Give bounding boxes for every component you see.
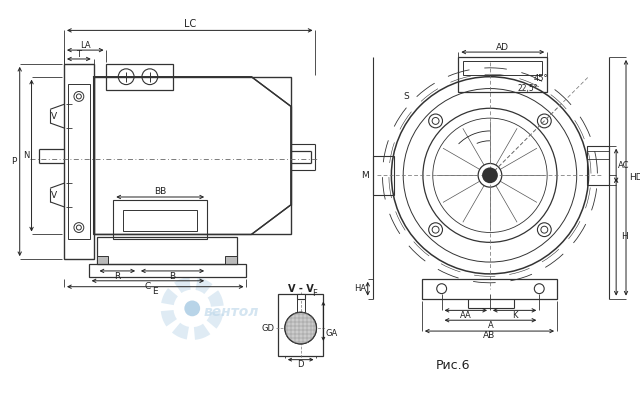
Bar <box>463 61 542 75</box>
Bar <box>587 151 609 158</box>
Bar <box>93 77 291 235</box>
Bar <box>225 256 237 264</box>
Text: AD: AD <box>496 43 509 51</box>
Bar <box>278 294 323 356</box>
Text: HA: HA <box>354 284 366 293</box>
Text: R: R <box>114 272 120 281</box>
Text: AC: AC <box>618 161 630 170</box>
Text: P: P <box>11 157 17 166</box>
Wedge shape <box>195 277 212 294</box>
Text: N: N <box>24 151 30 160</box>
Text: GD: GD <box>261 323 274 332</box>
Text: AB: AB <box>483 332 495 340</box>
Bar <box>297 294 305 299</box>
Wedge shape <box>161 310 177 327</box>
Wedge shape <box>174 277 191 293</box>
Circle shape <box>482 167 498 183</box>
Bar <box>422 279 557 299</box>
Text: F: F <box>312 289 317 298</box>
Bar <box>113 200 207 239</box>
Text: HD: HD <box>629 173 640 182</box>
Text: вентол: вентол <box>204 305 259 320</box>
Text: A: A <box>488 321 493 330</box>
Bar <box>64 64 93 259</box>
Bar <box>372 156 394 195</box>
Text: AA: AA <box>460 311 472 320</box>
Wedge shape <box>207 290 223 307</box>
Circle shape <box>285 312 316 344</box>
Text: E: E <box>152 287 158 296</box>
Text: V: V <box>51 112 58 121</box>
Bar <box>89 264 246 277</box>
Text: V - V: V - V <box>288 284 314 294</box>
Text: C: C <box>145 282 151 291</box>
Circle shape <box>184 301 200 316</box>
Wedge shape <box>161 288 178 305</box>
Text: LC: LC <box>184 20 196 29</box>
Bar <box>68 84 90 239</box>
Text: V: V <box>51 191 58 200</box>
Text: BB: BB <box>154 187 166 196</box>
Text: 22,5°: 22,5° <box>517 84 538 93</box>
Text: B: B <box>170 272 175 281</box>
Text: D: D <box>298 360 304 369</box>
Text: H: H <box>621 232 627 241</box>
Text: Рис.6: Рис.6 <box>436 359 471 372</box>
Text: S: S <box>403 92 409 101</box>
Text: 45°: 45° <box>534 74 548 83</box>
Text: M: M <box>361 171 369 180</box>
Text: K: K <box>512 311 517 320</box>
Bar <box>106 64 173 90</box>
Wedge shape <box>207 312 223 329</box>
Text: LA: LA <box>80 40 91 50</box>
Text: GA: GA <box>325 329 337 338</box>
Bar <box>97 256 108 264</box>
Bar <box>97 237 237 264</box>
Wedge shape <box>194 324 211 340</box>
Bar <box>587 146 609 185</box>
Bar <box>458 57 547 92</box>
Bar <box>124 210 197 231</box>
Wedge shape <box>172 323 189 340</box>
Text: T: T <box>76 50 81 59</box>
